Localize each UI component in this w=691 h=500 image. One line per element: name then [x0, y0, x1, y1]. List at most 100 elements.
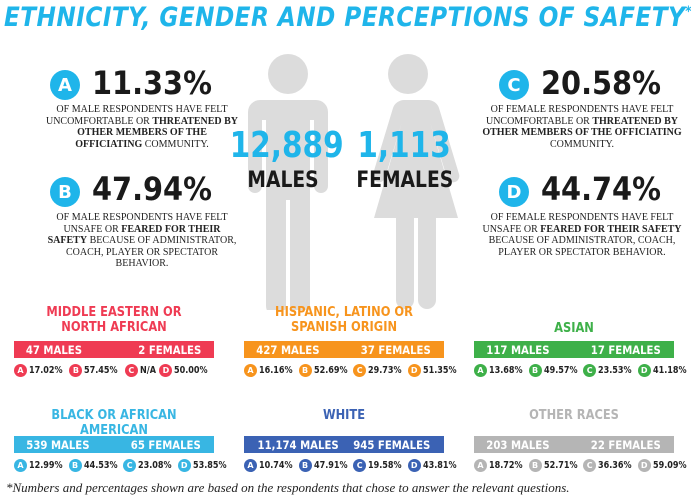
- letter-d-icon: D: [177, 459, 191, 472]
- group-percent-value: 29.73%: [368, 365, 402, 376]
- female-label: FEMALES: [356, 168, 454, 193]
- group-count-bar: 203 MALES 22 FEMALES: [474, 436, 674, 453]
- group-percent-value: 18.72%: [489, 460, 523, 471]
- page-title: ETHNICITY, GENDER AND PERCEPTIONS OF SAF…: [4, 2, 691, 33]
- group-percent-d: D 41.18%: [637, 364, 691, 377]
- letter-d-icon: D: [637, 364, 651, 377]
- letter-b-icon: B: [298, 459, 312, 472]
- group-block: HISPANIC, LATINO OR SPANISH ORIGIN 427 MA…: [244, 305, 456, 377]
- letter-a-icon: A: [244, 459, 257, 472]
- letter-c-icon: C: [123, 459, 137, 472]
- stat-b-description: OF MALE RESPONDENTS HAVE FELT UNSAFE OR …: [47, 212, 237, 269]
- group-title: HISPANIC, LATINO OR SPANISH ORIGIN: [275, 305, 413, 335]
- stat-a-description: OF MALE RESPONDENTS HAVE FELT UNCOMFORTA…: [45, 104, 239, 150]
- group-block: OTHER RACES 203 MALES 22 FEMALES A 18.72% B 52…: [474, 400, 686, 472]
- letter-b-icon: B: [528, 364, 542, 377]
- group-percent-value: 12.99%: [29, 460, 63, 471]
- group-female-count: 37 FEMALES: [361, 342, 432, 357]
- letter-a-icon: A: [474, 459, 487, 472]
- group-percent-a: A 18.72%: [474, 459, 529, 472]
- group-title: BLACK OR AFRICAN AMERICAN: [51, 408, 177, 438]
- group-percent-value: 53.85%: [192, 460, 227, 471]
- group-percent-value: 51.35%: [422, 365, 457, 376]
- group-male-count: 539 MALES: [26, 437, 90, 452]
- group-percent-a: A 17.02%: [14, 364, 69, 377]
- stat-a-percent: 11.33%: [92, 64, 212, 102]
- female-count: 1,113: [357, 125, 451, 166]
- group-percent-b: B 44.53%: [68, 459, 124, 472]
- group-percent-value: 43.81%: [422, 460, 457, 471]
- group-percent-a: A 13.68%: [474, 364, 529, 377]
- group-percent-value: 10.74%: [259, 460, 293, 471]
- letter-c-icon: C: [353, 364, 367, 377]
- group-title: MIDDLE EASTERN OR NORTH AFRICAN: [46, 305, 182, 335]
- group-percent-value: 50.00%: [174, 365, 209, 376]
- group-title: WHITE: [322, 408, 366, 423]
- letter-c-icon: C: [353, 459, 367, 472]
- group-percent-value: 19.58%: [368, 460, 402, 471]
- group-female-count: 65 FEMALES: [131, 437, 202, 452]
- group-block: BLACK OR AFRICAN AMERICAN 539 MALES 65 FEM…: [14, 400, 226, 472]
- group-count-bar: 117 MALES 17 FEMALES: [474, 341, 674, 358]
- group-percent-value: 49.57%: [543, 365, 578, 376]
- group-count-bar: 427 MALES 37 FEMALES: [244, 341, 444, 358]
- group-percent-value: 16.16%: [259, 365, 293, 376]
- group-percent-value: 41.18%: [652, 365, 687, 376]
- group-percent-c: C 23.53%: [583, 364, 638, 377]
- group-percent-value: 52.71%: [543, 460, 578, 471]
- group-percent-c: C 23.08%: [123, 459, 178, 472]
- group-count-bar: 11,174 MALES 945 FEMALES: [244, 436, 444, 453]
- stat-c-percent: 20.58%: [541, 64, 661, 102]
- male-count: 12,889: [229, 125, 344, 166]
- group-percent-value: 52.69%: [313, 365, 348, 376]
- stat-d-percent: 44.74%: [541, 170, 661, 208]
- stat-c-badge: C: [499, 70, 529, 100]
- group-percent-a: A 16.16%: [244, 364, 299, 377]
- group-male-count: 11,174 MALES: [257, 437, 339, 452]
- group-percent-a: A 12.99%: [14, 459, 69, 472]
- letter-c-icon: C: [583, 364, 597, 377]
- letter-a-icon: A: [14, 364, 27, 377]
- group-percent-a: A 10.74%: [244, 459, 299, 472]
- group-percent-value: 23.53%: [598, 365, 632, 376]
- letter-d-icon: D: [159, 364, 173, 377]
- letter-a-icon: A: [244, 364, 257, 377]
- group-count-bar: 47 MALES 2 FEMALES: [14, 341, 214, 358]
- group-percent-b: B 52.69%: [298, 364, 354, 377]
- stat-b-percent: 47.94%: [92, 170, 212, 208]
- group-percent-row: A 18.72% B 52.71% C 36.36% D 59.09%: [474, 459, 686, 472]
- group-percent-value: 13.68%: [489, 365, 523, 376]
- female-silhouette-icon: [372, 54, 460, 309]
- group-percent-c: C 19.58%: [353, 459, 408, 472]
- group-percent-b: B 57.45%: [69, 364, 124, 377]
- group-percent-row: A 13.68% B 49.57% C 23.53% D 41.18%: [474, 364, 686, 377]
- group-block: ASIAN 117 MALES 17 FEMALES A 13.68% B 49.57% C 2…: [474, 305, 686, 377]
- group-percent-value: 23.08%: [138, 460, 172, 471]
- group-percent-value: 17.02%: [29, 365, 63, 376]
- group-male-count: 427 MALES: [256, 342, 320, 357]
- group-female-count: 2 FEMALES: [138, 342, 202, 357]
- group-percent-b: B 47.91%: [298, 459, 354, 472]
- group-percent-c: C N/A: [124, 364, 159, 377]
- group-percent-row: A 12.99% B 44.53% C 23.08% D 53.85%: [14, 459, 226, 472]
- group-count-bar: 539 MALES 65 FEMALES: [14, 436, 214, 453]
- letter-b-icon: B: [528, 459, 542, 472]
- letter-a-icon: A: [474, 364, 487, 377]
- group-percent-value: 59.09%: [652, 460, 687, 471]
- letter-d-icon: D: [407, 364, 421, 377]
- group-percent-row: A 17.02% B 57.45% C N/A D 50.00%: [14, 364, 214, 377]
- stat-d-description: OF FEMALE RESPONDENTS HAVE FELT UNSAFE O…: [482, 212, 682, 258]
- group-percent-value: N/A: [139, 365, 156, 376]
- group-percent-d: D 59.09%: [637, 459, 691, 472]
- group-percent-value: 36.36%: [598, 460, 632, 471]
- group-percent-value: 47.91%: [313, 460, 348, 471]
- group-percent-d: D 50.00%: [159, 364, 214, 377]
- group-percent-b: B 52.71%: [528, 459, 584, 472]
- group-percent-row: A 10.74% B 47.91% C 19.58% D 43.81%: [244, 459, 456, 472]
- letter-b-icon: B: [68, 459, 82, 472]
- group-percent-c: C 36.36%: [583, 459, 638, 472]
- footnote: *Numbers and percentages shown are based…: [6, 480, 570, 495]
- group-female-count: 945 FEMALES: [353, 437, 431, 452]
- group-male-count: 47 MALES: [25, 342, 82, 357]
- letter-b-icon: B: [69, 364, 83, 377]
